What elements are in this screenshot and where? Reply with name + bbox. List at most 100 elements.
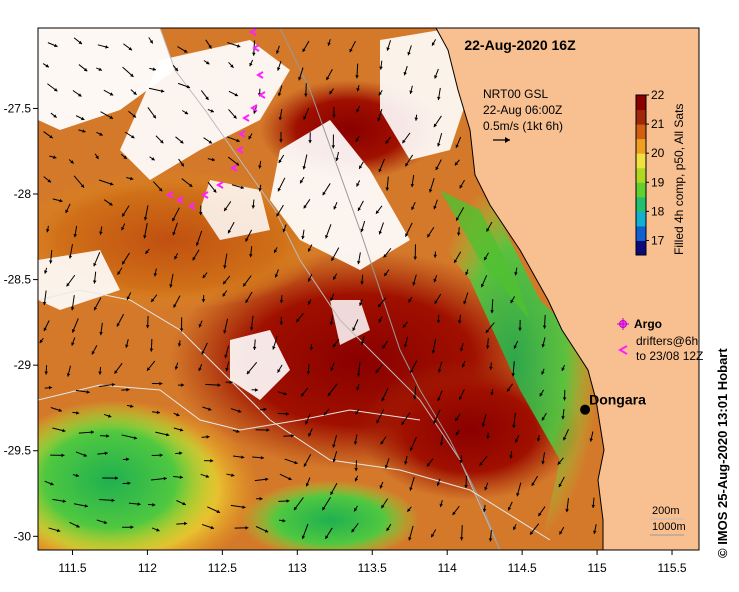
current-arrow-head bbox=[78, 40, 82, 45]
current-arrow-head bbox=[254, 388, 259, 392]
current-arrow-head bbox=[485, 329, 490, 333]
isobath-key-1000m: 1000m bbox=[652, 521, 686, 533]
current-arrow-head bbox=[277, 369, 281, 373]
current-arrow-head bbox=[149, 39, 153, 44]
drifter-chevron bbox=[216, 181, 224, 189]
current-arrow-head bbox=[47, 179, 51, 183]
current-arrow-head bbox=[565, 508, 569, 513]
current-arrow-head bbox=[208, 140, 213, 144]
current-arrow-head bbox=[279, 139, 283, 143]
current-arrow-head bbox=[243, 282, 247, 287]
current-arrow-head bbox=[486, 228, 490, 232]
x-tick-label: 114.5 bbox=[508, 561, 537, 575]
colorbar-segment bbox=[636, 153, 646, 169]
current-arrow-head bbox=[459, 460, 463, 464]
current-arrow-head bbox=[223, 330, 227, 334]
current-arrow-head bbox=[180, 162, 184, 167]
current-arrow-head bbox=[176, 412, 180, 417]
current-arrow-head bbox=[249, 62, 253, 67]
current-arrow-head bbox=[109, 182, 114, 186]
current-arrow-head bbox=[405, 233, 409, 237]
argo-legend-label: Argo bbox=[634, 317, 662, 331]
current-arrow-head bbox=[332, 444, 336, 448]
current-arrow-head bbox=[437, 397, 441, 402]
current-arrow-head bbox=[98, 371, 102, 375]
current-arrow-head bbox=[408, 537, 412, 541]
drifter-chevron bbox=[188, 202, 196, 210]
current-arrow-head bbox=[130, 73, 134, 77]
current-arrow-head bbox=[109, 92, 114, 96]
current-arrow-head bbox=[541, 371, 545, 375]
current-arrow-head bbox=[322, 506, 326, 511]
current-arrow-head bbox=[511, 373, 516, 377]
current-arrow-head bbox=[206, 435, 210, 439]
current-arrow-head bbox=[172, 217, 176, 222]
current-arrow-head bbox=[213, 189, 217, 193]
current-arrow-head bbox=[514, 439, 519, 443]
current-arrow-head bbox=[210, 525, 214, 530]
current-arrow-head bbox=[105, 45, 109, 49]
current-arrow-head bbox=[172, 231, 176, 236]
current-arrow-head bbox=[149, 348, 154, 352]
current-arrow-head bbox=[290, 433, 294, 438]
current-arrow-head bbox=[380, 440, 384, 445]
current-arrow-head bbox=[301, 535, 306, 539]
current-arrow-head bbox=[431, 350, 436, 354]
current-arrow-head bbox=[541, 461, 545, 465]
current-arrow-head bbox=[160, 89, 165, 93]
current-arrow-head bbox=[330, 297, 334, 301]
current-arrow-head bbox=[381, 397, 385, 402]
current-arrow-head bbox=[513, 526, 517, 530]
current-arrow-head bbox=[386, 47, 390, 51]
y-tick-label: -30 bbox=[14, 529, 32, 543]
current-arrow-head bbox=[283, 392, 287, 396]
current-arrow-head bbox=[459, 184, 463, 189]
current-arrow-head bbox=[514, 272, 518, 276]
current-arrow-head bbox=[131, 134, 135, 139]
current-arrow-head bbox=[216, 509, 221, 514]
current-arrow-head bbox=[93, 306, 98, 311]
current-arrow-head bbox=[278, 116, 283, 121]
current-arrow-head bbox=[198, 211, 203, 215]
current-arrow-head bbox=[46, 228, 50, 233]
current-arrow-head bbox=[333, 276, 337, 280]
isobath-west bbox=[38, 289, 551, 541]
x-tick-label: 113.5 bbox=[358, 561, 387, 575]
current-arrow-head bbox=[111, 382, 115, 387]
colorbar-tick-label: 21 bbox=[651, 117, 665, 131]
current-arrow-head bbox=[386, 527, 390, 531]
current-arrow-head bbox=[201, 299, 206, 303]
current-arrow-head bbox=[593, 530, 597, 534]
current-arrow-head bbox=[356, 87, 360, 92]
current-arrow-head bbox=[207, 407, 212, 411]
current-arrow-head bbox=[275, 50, 280, 54]
current-arrow-head bbox=[130, 404, 134, 408]
current-arrow-head bbox=[272, 346, 276, 350]
current-arrow-head bbox=[179, 451, 183, 455]
current-arrow-head bbox=[375, 210, 380, 214]
current-arrow-head bbox=[518, 327, 522, 331]
current-arrow-head bbox=[307, 248, 312, 252]
current-arrow-head bbox=[183, 49, 188, 53]
current-arrow-head bbox=[541, 344, 546, 348]
current-arrow-head bbox=[409, 447, 414, 451]
current-arrow-head bbox=[98, 67, 102, 71]
current-arrow-head bbox=[198, 367, 202, 371]
current-arrow-head bbox=[146, 367, 151, 371]
current-arrow-head bbox=[179, 428, 184, 432]
current-arrow-head bbox=[379, 485, 383, 489]
current-arrow-head bbox=[132, 114, 137, 118]
current-arrow-head bbox=[92, 280, 97, 284]
current-arrow-head bbox=[488, 538, 493, 542]
current-arrow-head bbox=[252, 52, 256, 56]
current-arrow-head bbox=[484, 256, 488, 261]
current-arrow-head bbox=[58, 408, 62, 412]
current-arrow-head bbox=[68, 255, 73, 259]
current-arrow-head bbox=[331, 145, 336, 149]
current-arrow-head bbox=[83, 453, 87, 457]
colorbar-segment bbox=[636, 109, 646, 125]
current-arrow-head bbox=[91, 351, 95, 355]
colorbar-segment bbox=[636, 240, 646, 256]
current-arrow-head bbox=[306, 371, 311, 375]
current-legend-arrow bbox=[493, 137, 510, 143]
